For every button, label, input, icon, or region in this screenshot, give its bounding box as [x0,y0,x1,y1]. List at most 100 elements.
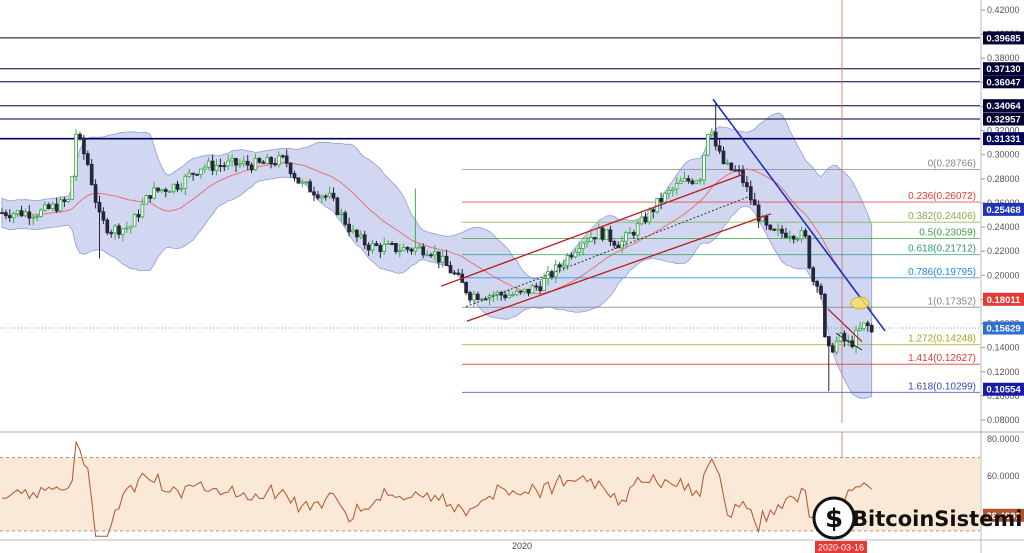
level-price-badge: 0.32957 [983,112,1024,126]
candle [468,290,472,304]
price-badge-label: 0.15629 [986,324,1020,335]
fibonacci-label: 0.786(0.19795) [908,267,976,278]
candle [475,291,480,301]
candle-body [752,199,757,206]
candle [815,279,819,293]
candle-body [823,293,827,338]
candle [725,159,730,166]
candle-body [390,242,394,245]
candle-body [709,131,714,136]
candle-body [452,272,457,275]
candle [456,268,461,276]
candle-body [195,173,199,176]
candle-body [296,177,301,184]
oscillator-badge-label: 38.4901 [986,511,1021,522]
candle [128,225,133,234]
candle-body [0,212,4,215]
bitcoin-logo-icon: $ [812,496,856,540]
candle [195,173,199,176]
candle-body [581,242,585,249]
candle [124,221,129,233]
candle [592,237,597,245]
candle-body [729,162,734,171]
candle [830,342,835,353]
candle-body [62,199,67,203]
candle-body [4,212,8,217]
candle-body [58,199,63,212]
candle-body [140,203,145,218]
candle [105,217,110,236]
candle [327,186,332,199]
candle [82,134,86,160]
candle [97,195,102,259]
candle [811,265,816,286]
candle-body [43,204,47,211]
candle-body [50,203,55,209]
watermark-text: BitcoinSistemi [852,507,1022,531]
candle [136,209,141,222]
candle [284,149,289,168]
candle [218,158,223,173]
fibonacci-label: 0.5(0.23059) [919,227,976,238]
candle [319,194,324,204]
candle [397,243,402,258]
candle [339,208,344,222]
candle-body [741,169,745,184]
fibonacci-label: 0.618(0.21712) [908,244,976,255]
candle-body [518,290,523,293]
candle-body [7,215,12,219]
candle [183,173,188,196]
candle-body [234,158,238,166]
candles [0,101,874,392]
candle [152,181,156,200]
price-tick-label: 0.24000 [987,222,1020,232]
candle [394,243,398,255]
candle-body [378,245,383,252]
candle [448,261,453,274]
candle [421,243,426,259]
candle-body [202,166,207,170]
candle [202,164,207,173]
candle [546,265,550,286]
time-axis[interactable]: 2020 2020-03-16 [0,539,1024,553]
candle-body [600,227,605,240]
level-price-badge: 0.34064 [983,99,1024,113]
candle-body [366,244,371,251]
candle-body [148,195,153,199]
level-price-badge: 0.39685 [983,31,1024,45]
candle-body [589,237,593,242]
candle-body [858,328,862,331]
candle [253,153,258,171]
candle [702,154,706,185]
candle [869,323,874,334]
channel-upper-line [440,173,745,287]
trend-drawings [440,98,886,351]
candle [865,320,870,332]
candle-body [144,195,149,205]
candle [721,146,726,165]
price-badge-label: 0.25468 [986,205,1020,216]
candle-body [362,234,367,246]
candle-body [54,203,59,212]
candle-body [713,131,718,147]
candle [620,236,624,253]
candle [858,321,862,332]
channel-midline [465,196,749,308]
oscillator-badge-box [983,508,1024,522]
candle-body [323,195,328,198]
price-badge: 0.15629 [983,321,1024,335]
price-badge-box [983,321,1024,335]
level-price-badge: 0.31331 [983,132,1024,146]
candle-body [628,231,632,234]
wedge-upper-line [827,308,863,343]
oscillator-tick-label: 80.0000 [987,434,1020,444]
candle-body [206,160,211,168]
candle-body [101,211,106,221]
candle-body [265,156,270,164]
candle-body [191,172,195,175]
candle [647,207,652,225]
candle [323,194,328,201]
candle-body [351,229,355,233]
price-badges: 0.39685 0.37130 0.36047 0.34064 0.32957 0.313… [983,31,1024,396]
